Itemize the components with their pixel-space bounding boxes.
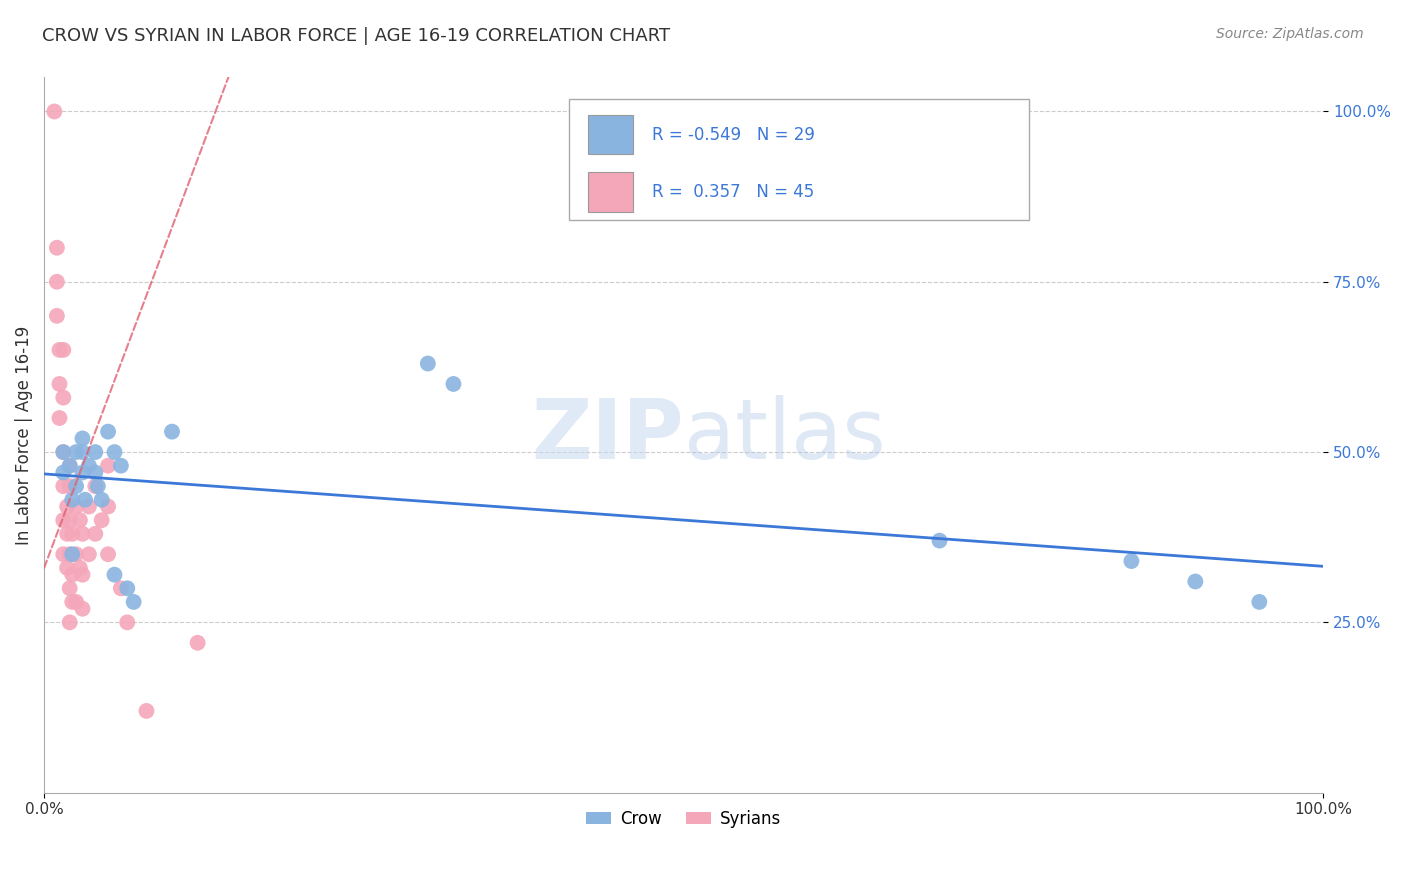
Point	[160, 425, 183, 439]
Point	[77, 500, 100, 514]
Point	[90, 492, 112, 507]
Point	[97, 458, 120, 473]
Point	[65, 479, 87, 493]
Text: ZIP: ZIP	[531, 394, 683, 475]
Point	[72, 432, 94, 446]
Text: atlas: atlas	[683, 394, 886, 475]
Point	[48, 343, 70, 357]
Point	[60, 547, 83, 561]
Point	[84, 445, 107, 459]
Point	[52, 479, 75, 493]
Point	[72, 567, 94, 582]
Point	[443, 376, 465, 391]
Point	[72, 601, 94, 615]
Point	[45, 309, 67, 323]
Point	[45, 275, 67, 289]
Legend: Crow, Syrians: Crow, Syrians	[579, 803, 787, 834]
Point	[103, 567, 125, 582]
Point	[97, 547, 120, 561]
Point	[60, 526, 83, 541]
Point	[69, 561, 91, 575]
Point	[928, 533, 950, 548]
Point	[59, 615, 82, 630]
Point	[44, 104, 66, 119]
Point	[59, 458, 82, 473]
Point	[69, 513, 91, 527]
Point	[59, 458, 82, 473]
Point	[87, 479, 110, 493]
Point	[72, 466, 94, 480]
Point	[110, 458, 132, 473]
Point	[84, 526, 107, 541]
Point	[77, 458, 100, 473]
Text: R =  0.357   N = 45: R = 0.357 N = 45	[652, 183, 814, 201]
Point	[1121, 554, 1143, 568]
Point	[52, 445, 75, 459]
Point	[77, 547, 100, 561]
Text: CROW VS SYRIAN IN LABOR FORCE | AGE 16-19 CORRELATION CHART: CROW VS SYRIAN IN LABOR FORCE | AGE 16-1…	[42, 27, 671, 45]
Point	[117, 615, 139, 630]
Point	[65, 500, 87, 514]
Point	[187, 636, 209, 650]
Point	[135, 704, 157, 718]
Point	[97, 500, 120, 514]
FancyBboxPatch shape	[568, 99, 1029, 220]
Point	[65, 445, 87, 459]
Point	[73, 492, 96, 507]
Point	[59, 513, 82, 527]
Point	[122, 595, 145, 609]
Point	[110, 582, 132, 596]
Point	[56, 500, 79, 514]
Point	[48, 411, 70, 425]
Point	[56, 526, 79, 541]
Point	[56, 561, 79, 575]
Point	[59, 479, 82, 493]
Point	[59, 547, 82, 561]
Point	[65, 595, 87, 609]
Point	[60, 567, 83, 582]
Text: Source: ZipAtlas.com: Source: ZipAtlas.com	[1216, 27, 1364, 41]
Point	[1249, 595, 1271, 609]
Bar	[588, 115, 633, 154]
Point	[45, 241, 67, 255]
Point	[72, 445, 94, 459]
Point	[52, 391, 75, 405]
Point	[103, 445, 125, 459]
Point	[59, 582, 82, 596]
Point	[52, 343, 75, 357]
Point	[416, 357, 439, 371]
Point	[52, 466, 75, 480]
Point	[72, 526, 94, 541]
Point	[52, 547, 75, 561]
Y-axis label: In Labor Force | Age 16-19: In Labor Force | Age 16-19	[15, 326, 32, 545]
Point	[65, 547, 87, 561]
Point	[90, 513, 112, 527]
Text: R = -0.549   N = 29: R = -0.549 N = 29	[652, 126, 814, 144]
Point	[1184, 574, 1206, 589]
Point	[48, 376, 70, 391]
Bar	[588, 172, 633, 211]
Point	[52, 445, 75, 459]
Point	[60, 595, 83, 609]
Point	[60, 492, 83, 507]
Point	[117, 582, 139, 596]
Point	[97, 425, 120, 439]
Point	[52, 513, 75, 527]
Point	[84, 466, 107, 480]
Point	[84, 479, 107, 493]
